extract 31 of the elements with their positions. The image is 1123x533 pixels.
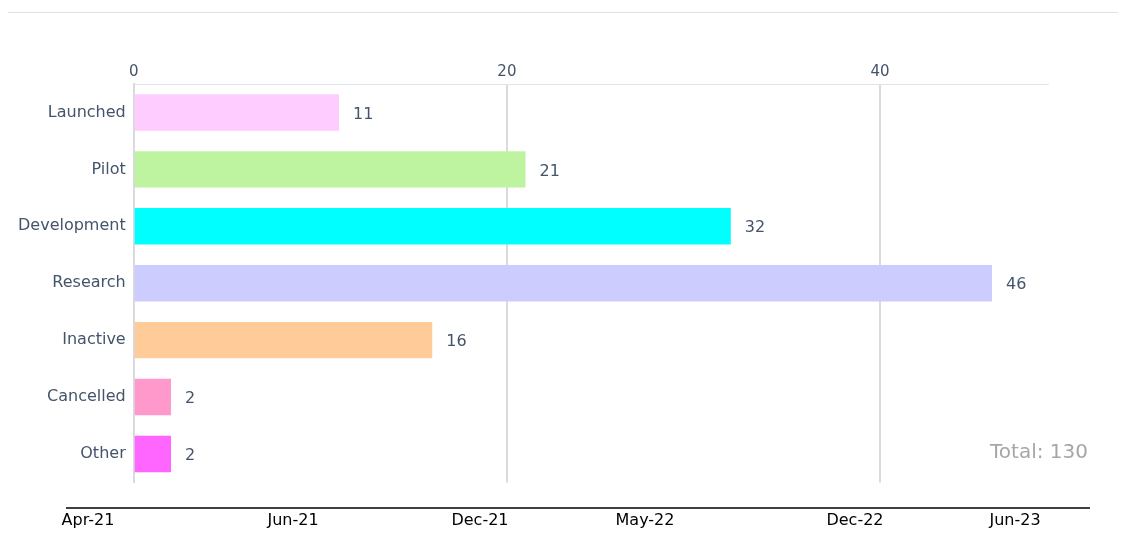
y-tick-label: Inactive (62, 329, 126, 349)
y-tick-label: Launched (47, 101, 126, 121)
data-label: 16 (446, 331, 467, 351)
y-tick-label: Research (52, 272, 126, 292)
bar (134, 208, 731, 245)
data-label: 11 (352, 103, 374, 123)
y-tick-label: Cancelled (47, 386, 126, 406)
data-label: 2 (185, 388, 196, 408)
text: Jun-21 (265, 510, 320, 529)
data-label: 2 (185, 445, 196, 465)
bar (134, 321, 433, 359)
bar (134, 151, 526, 188)
x-tick-label: 0 (128, 61, 139, 80)
data-label: 21 (539, 160, 560, 180)
data-label: 32 (744, 217, 766, 237)
y-tick-label: Other (80, 443, 127, 463)
bar (134, 435, 172, 473)
bar (134, 378, 172, 416)
y-tick-label: Development (17, 215, 126, 235)
annotation: Total: 130 (989, 438, 1088, 463)
text: Jun-23 (987, 510, 1042, 529)
text: Dec-22 (825, 510, 885, 529)
text: Dec-21 (450, 510, 510, 529)
text: Apr-21 (60, 510, 116, 529)
x-tick-label: 20 (497, 61, 517, 80)
text: May-22 (614, 510, 676, 529)
bar (134, 264, 993, 302)
y-tick-label: Pilot (91, 158, 126, 178)
bar (134, 94, 339, 131)
x-tick-label: 40 (870, 61, 890, 80)
data-label: 46 (1006, 274, 1027, 294)
